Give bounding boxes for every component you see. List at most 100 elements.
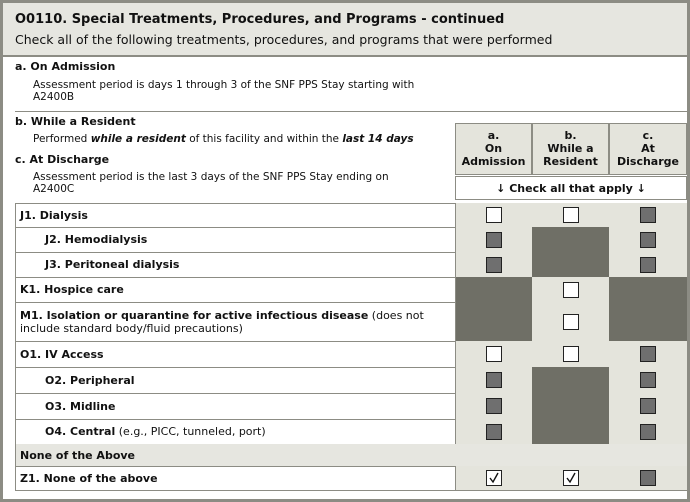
row-label-code: O2. Peripheral [45,373,135,387]
row-label: Z1. None of the above [20,466,443,490]
column-letter: c. [642,129,654,142]
row-label-text: O1. IV Access [20,348,104,361]
check-cell [532,277,609,302]
intro-c-text: Assessment period is the last 3 days of … [33,171,389,195]
checkbox[interactable] [562,346,579,362]
check-cell [455,227,532,252]
col-line [455,203,456,227]
row-label-text: O3. Midline [45,400,115,413]
intro-b-part: Performed [33,133,91,145]
checkbox[interactable] [562,313,579,330]
row-label-text: J3. Peritoneal dialysis [45,258,179,271]
intro-c-title: c. At Discharge [15,153,110,166]
checkbox [485,231,502,248]
col-line [455,419,456,444]
checkbox [640,231,656,248]
check-cell [609,341,687,367]
check-cell [455,203,532,227]
check-cell [609,227,687,252]
check-cell [532,367,609,393]
column-title: While a Resident [543,142,598,168]
check-cell [532,227,609,252]
row-label: K1. Hospice care [20,277,443,302]
checkmark-path [565,472,576,484]
row-label-text: Z1. None of the above [20,472,158,485]
row-line [15,227,687,228]
checkbox[interactable] [485,346,502,362]
check-cell [532,341,609,367]
checkbox[interactable] [485,470,502,486]
row-label: O4. Central (e.g., PICC, tunneled, port) [45,419,443,444]
col-line [455,302,456,341]
row-label-code: J3. Peritoneal dialysis [45,258,180,271]
row-line [15,252,687,253]
column-header: c. At Discharge [609,123,687,175]
row-label-text: J2. Hemodialysis [45,233,147,246]
row-label: O2. Peripheral [45,367,443,393]
column-title: At Discharge [617,142,679,168]
row-label-note: (does not include standard body/fluid pr… [20,308,424,335]
checkbox [485,256,502,273]
intro-b-title: b. While a Resident [15,115,136,128]
check-cell [455,252,532,277]
check-cell [609,203,687,227]
row-line [15,466,687,467]
checkmark [565,472,576,484]
column-title: On Admission [461,142,526,168]
check-cell [455,277,532,302]
form-title: O0110. Special Treatments, Procedures, a… [15,12,505,27]
check-all-note: ↓ Check all that apply ↓ [455,176,687,200]
column-header: a. On Admission [455,123,532,175]
intro-a-text: Assessment period is days 1 through 3 of… [33,79,415,103]
check-cell [609,466,687,490]
row-line [15,393,687,394]
row-label-code: Z1. None of the above [20,471,158,485]
row-label-code: M1. Isolation or quarantine for active i… [20,308,369,322]
row-line [15,341,687,342]
column-letter: b. [564,129,577,142]
row-label-text: None of the Above [20,449,135,462]
row-label-text: O2. Peripheral [45,374,135,387]
col-line [455,367,456,393]
row-line [15,277,687,278]
check-cell [532,466,609,490]
row-line [15,490,687,491]
row-label: J2. Hemodialysis [45,227,443,252]
row-label-code: O4. Central [45,425,116,438]
row-label-text: J1. Dialysis [20,209,88,222]
col-line [455,466,456,490]
row-label: None of the Above [20,444,443,466]
checkbox[interactable] [485,207,502,223]
column-letter: a. [487,129,500,142]
check-cell [455,302,532,341]
intro-b-text: Performed while a resident of this facil… [33,133,414,145]
check-cell [532,203,609,227]
row-line [15,203,687,204]
check-cell [532,302,609,341]
row-label-code: J2. Hemodialysis [45,233,148,246]
checkbox [640,207,656,223]
col-line [455,277,456,302]
row-label-note: (e.g., PICC, tunneled, port) [118,425,266,438]
col-line [455,252,456,277]
checkbox[interactable] [562,207,579,223]
checkbox[interactable] [562,281,579,298]
checkbox [640,346,656,362]
intro-a-title: a. On Admission [15,60,116,73]
intro-b-part: of this facility and within the [185,133,343,145]
checkbox[interactable] [562,470,579,486]
checkbox [485,423,502,440]
intro-b-part: while a resident [90,133,186,145]
row-label-code: O3. Midline [45,399,116,413]
row-label: J3. Peritoneal dialysis [45,252,443,277]
checkbox [485,372,502,388]
row-label-code: O1. IV Access [20,347,104,361]
col-line [455,227,456,252]
checkbox [640,256,656,273]
row-label-text: M1. Isolation or quarantine for active i… [20,309,443,335]
col-line [455,393,456,419]
checkbox [640,470,656,486]
check-cell [455,341,532,367]
